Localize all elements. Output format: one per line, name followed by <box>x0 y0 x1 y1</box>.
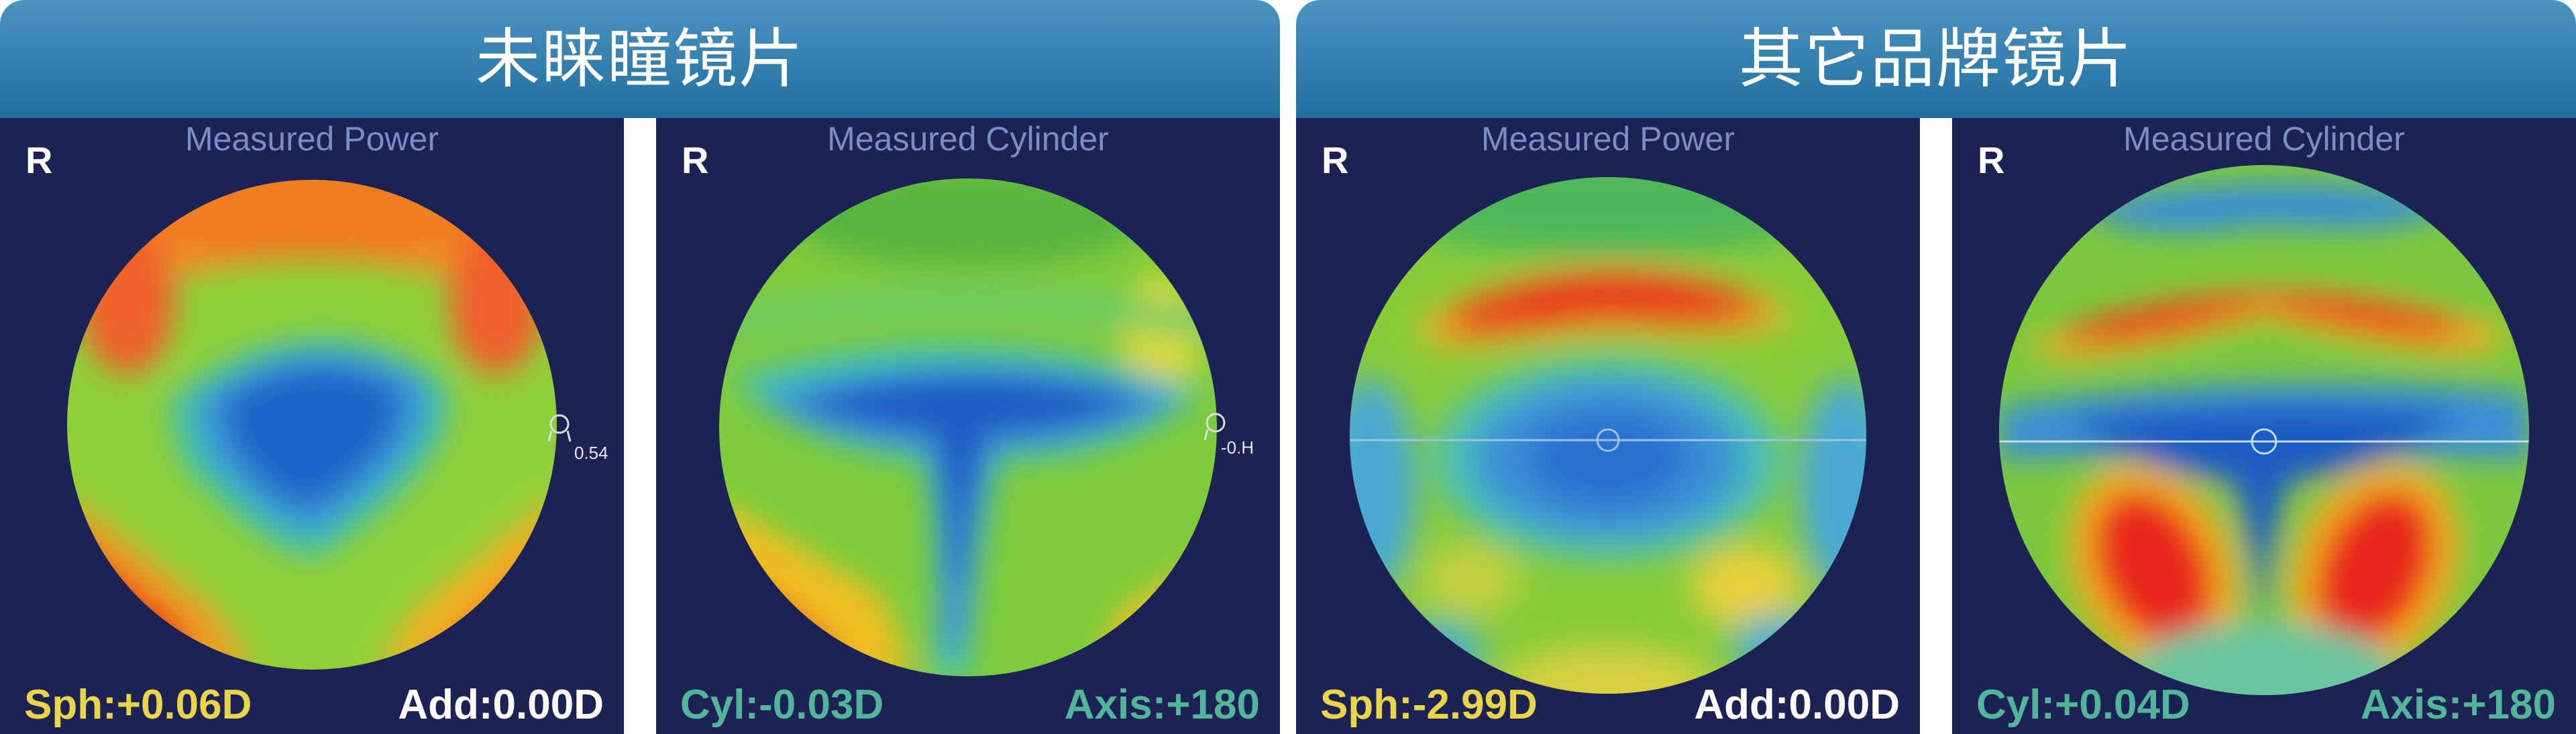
measurement-marker-icon <box>1203 413 1226 441</box>
measurement-marker-icon <box>547 414 572 442</box>
axis-value: Axis:+180 <box>2360 682 2556 728</box>
cylinder-map-lens <box>719 178 1217 676</box>
power-map-panel: Measured Power R <box>0 118 624 734</box>
right-eye-label: R <box>25 139 53 181</box>
sph-value: Sph:+0.06D <box>24 682 252 728</box>
cylinder-map-panel: Measured Cylinder R <box>656 118 1280 734</box>
cylinder-map-panel: Measured Cylinder R <box>1952 118 2576 734</box>
cyl-value: Cyl:+0.04D <box>1976 682 2190 728</box>
power-map-lens <box>67 180 557 670</box>
group-title: 未睐瞳镜片 <box>0 0 1280 118</box>
panel-title: Measured Cylinder <box>2123 120 2405 158</box>
cylinder-map-lens <box>1999 165 2529 695</box>
add-value: Add:0.00D <box>1694 682 1900 728</box>
panel-title: Measured Cylinder <box>827 120 1109 158</box>
panel-title: Measured Power <box>185 120 439 158</box>
marker-value: -0.H <box>1221 437 1254 458</box>
right-eye-label: R <box>1978 139 2005 181</box>
right-eye-label: R <box>1322 139 1349 181</box>
panel-title: Measured Power <box>1481 120 1735 158</box>
group-right: 其它品牌镜片 Measured Power R <box>1296 0 2576 734</box>
power-map-panel: Measured Power R <box>1296 118 1920 734</box>
power-map-lens <box>1350 177 1866 694</box>
axis-value: Axis:+180 <box>1064 682 1260 728</box>
cyl-value: Cyl:-0.03D <box>680 682 884 728</box>
add-value: Add:0.00D <box>398 682 604 728</box>
group-left: 未睐瞳镜片 Measured Power R <box>0 0 1280 734</box>
marker-value: 0.54 <box>574 443 608 463</box>
group-title: 其它品牌镜片 <box>1296 0 2576 118</box>
right-eye-label: R <box>682 139 709 181</box>
sph-value: Sph:-2.99D <box>1320 682 1538 728</box>
